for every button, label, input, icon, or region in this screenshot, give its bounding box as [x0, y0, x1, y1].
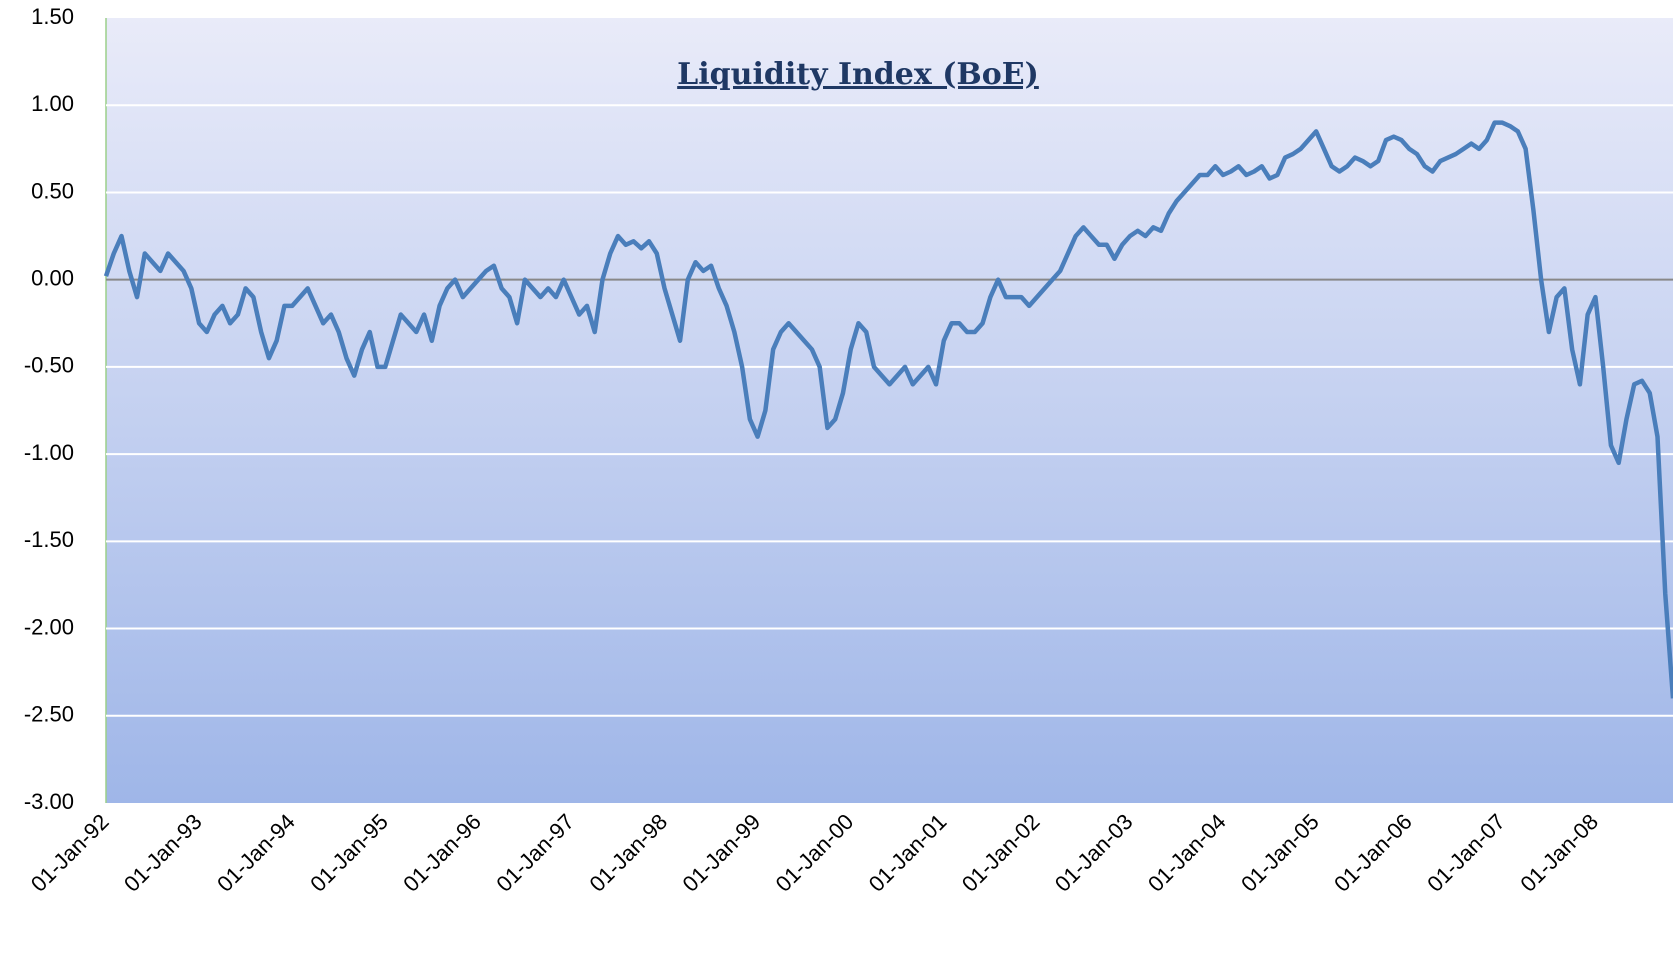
y-tick-label: 1.50: [31, 4, 74, 29]
x-tick-label: 01-Jan-07: [1422, 809, 1510, 897]
x-tick-label: 01-Jan-08: [1515, 809, 1603, 897]
x-tick-label: 01-Jan-92: [26, 809, 114, 897]
x-tick-label: 01-Jan-98: [584, 809, 672, 897]
x-tick-label: 01-Jan-97: [491, 809, 579, 897]
y-tick-label: -1.50: [24, 527, 74, 552]
y-tick-label: -2.00: [24, 614, 74, 639]
x-tick-label: 01-Jan-06: [1329, 809, 1417, 897]
x-tick-label: 01-Jan-02: [957, 809, 1045, 897]
y-tick-label: -0.50: [24, 353, 74, 378]
y-tick-label: -2.50: [24, 702, 74, 727]
x-tick-label: 01-Jan-94: [212, 809, 300, 897]
x-tick-label: 01-Jan-96: [398, 809, 486, 897]
y-tick-label: -1.00: [24, 440, 74, 465]
x-tick-label: 01-Jan-05: [1236, 809, 1324, 897]
plot-area: [106, 18, 1673, 803]
x-tick-label: 01-Jan-00: [771, 809, 859, 897]
y-tick-label: -3.00: [24, 789, 74, 814]
x-tick-label: 01-Jan-01: [864, 809, 952, 897]
x-tick-label: 01-Jan-93: [119, 809, 207, 897]
y-tick-label: 0.00: [31, 265, 74, 290]
chart-title: Liquidity Index (BoE): [677, 57, 1039, 92]
y-tick-label: 1.00: [31, 91, 74, 116]
x-tick-label: 01-Jan-95: [305, 809, 393, 897]
x-tick-label: 01-Jan-99: [678, 809, 766, 897]
data-line: [103, 120, 1673, 699]
x-tick-label: 01-Jan-04: [1143, 809, 1231, 897]
y-tick-label: 0.50: [31, 178, 74, 203]
x-tick-label: 01-Jan-03: [1050, 809, 1138, 897]
